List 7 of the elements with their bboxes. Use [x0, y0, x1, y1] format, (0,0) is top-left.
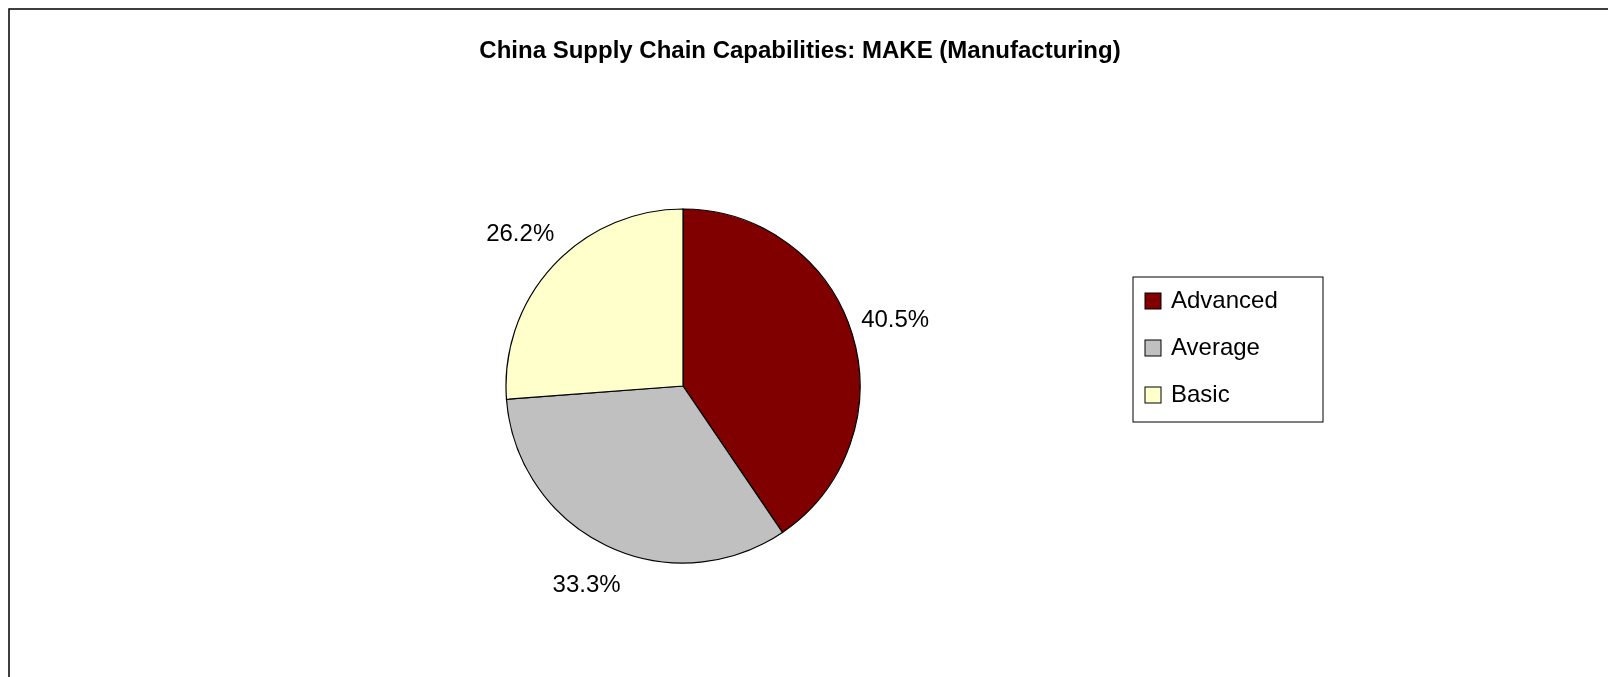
legend-label: Advanced: [1171, 286, 1278, 314]
data-label: 40.5%: [861, 305, 930, 333]
data-label: 33.3%: [552, 570, 621, 598]
chart-title: China Supply Chain Capabilities: MAKE (Manufacturing): [479, 36, 1121, 63]
data-label: 26.2%: [486, 219, 555, 247]
legend-label: Average: [1171, 333, 1260, 361]
legend-label: Basic: [1171, 380, 1230, 408]
